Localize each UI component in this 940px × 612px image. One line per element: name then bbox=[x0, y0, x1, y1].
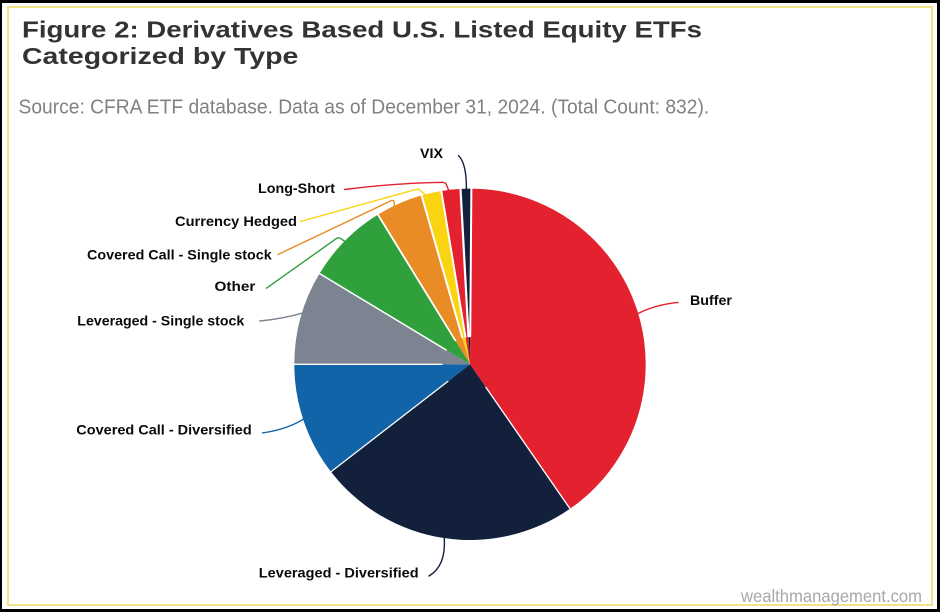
svg-text:Source: CFRA ETF database. Dat: Source: CFRA ETF database. Data as of De… bbox=[19, 97, 710, 119]
svg-text:Figure 2: Derivatives Based U.: Figure 2: Derivatives Based U.S. Listed … bbox=[22, 16, 702, 42]
svg-text:Covered Call - Single stock: Covered Call - Single stock bbox=[87, 247, 272, 263]
svg-text:Long-Short: Long-Short bbox=[258, 180, 335, 196]
svg-text:Categorized by Type: Categorized by Type bbox=[22, 43, 298, 69]
svg-text:Other: Other bbox=[215, 278, 256, 294]
svg-text:Currency Hedged: Currency Hedged bbox=[175, 213, 297, 229]
svg-text:wealthmanagement.com: wealthmanagement.com bbox=[740, 586, 922, 606]
svg-text:VIX: VIX bbox=[420, 145, 444, 161]
svg-text:Leveraged - Diversified: Leveraged - Diversified bbox=[259, 565, 419, 581]
svg-text:Buffer: Buffer bbox=[690, 292, 733, 308]
svg-text:Covered Call - Diversified: Covered Call - Diversified bbox=[76, 422, 251, 438]
svg-text:Leveraged - Single stock: Leveraged - Single stock bbox=[77, 312, 244, 328]
